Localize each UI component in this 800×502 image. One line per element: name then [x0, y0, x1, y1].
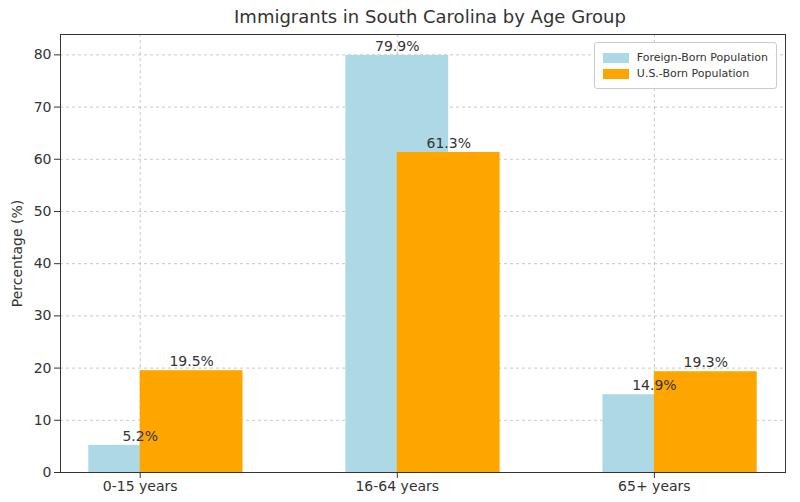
svg-text:20: 20: [34, 360, 52, 376]
svg-text:70: 70: [34, 99, 52, 115]
svg-text:19.3%: 19.3%: [684, 354, 728, 370]
svg-text:40: 40: [34, 255, 52, 271]
svg-text:61.3%: 61.3%: [426, 135, 470, 151]
svg-text:0-15 years: 0-15 years: [103, 478, 178, 494]
svg-text:60: 60: [34, 151, 52, 167]
svg-text:30: 30: [34, 307, 52, 323]
svg-text:0: 0: [43, 464, 52, 480]
svg-text:5.2%: 5.2%: [122, 428, 158, 444]
html-text:U.S.-Born Population: U.S.-Born Population: [636, 67, 750, 80]
svg-text:79.9%: 79.9%: [375, 38, 419, 54]
svg-text:50: 50: [34, 203, 52, 219]
html-text:Immigrants in South Carolina b: Immigrants in South Carolina by Age Grou…: [234, 6, 626, 27]
html-text:Foreign-Born Population: Foreign-Born Population: [636, 51, 768, 64]
svg-text:80: 80: [34, 46, 52, 62]
svg-text:14.9%: 14.9%: [632, 377, 676, 393]
svg-text:65+ years: 65+ years: [618, 478, 691, 494]
svg-text:16-64 years: 16-64 years: [355, 478, 439, 494]
svg-text:19.5%: 19.5%: [169, 353, 213, 369]
svg-text:Percentage (%): Percentage (%): [9, 200, 25, 307]
svg-text:10: 10: [34, 412, 52, 428]
